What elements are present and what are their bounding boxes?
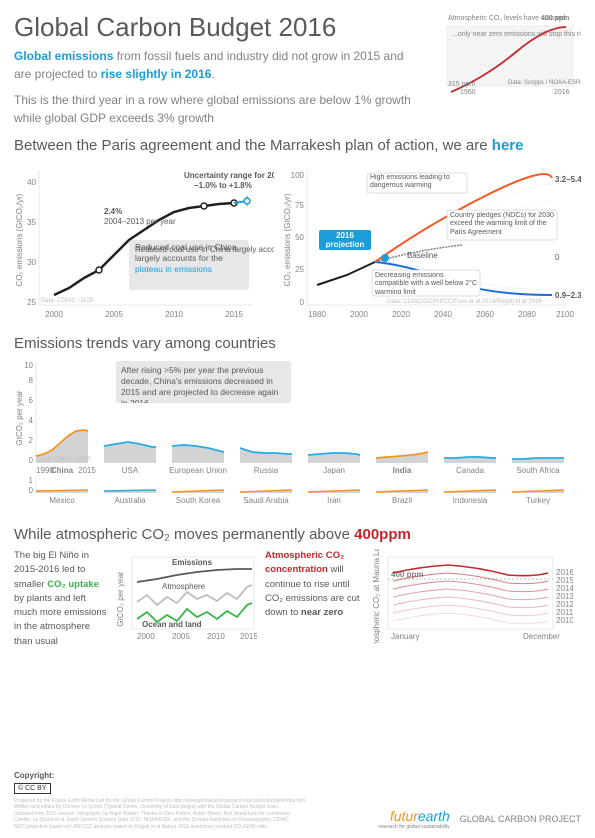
- svg-text:Ocean and land: Ocean and land: [142, 620, 202, 629]
- svg-text:3.2–5.4°C: 3.2–5.4°C: [555, 175, 581, 184]
- svg-text:2015: 2015: [240, 632, 257, 641]
- svg-text:2015: 2015: [225, 310, 243, 319]
- svg-text:2100: 2100: [556, 310, 574, 319]
- svg-text:Brazil: Brazil: [392, 496, 412, 505]
- svg-text:Indonesia: Indonesia: [453, 496, 488, 505]
- svg-text:2080: 2080: [518, 310, 536, 319]
- svg-text:1990: 1990: [36, 466, 54, 475]
- svg-text:2: 2: [29, 436, 34, 445]
- svg-text:2060: 2060: [476, 310, 494, 319]
- svg-text:Canada: Canada: [456, 466, 485, 475]
- svg-text:2010: 2010: [556, 616, 573, 625]
- svg-text:2005: 2005: [105, 310, 123, 319]
- svg-text:Atmospheric CO₂ at Mauna Loa: Atmospheric CO₂ at Mauna Loa: [373, 549, 381, 644]
- svg-text:USA: USA: [122, 466, 139, 475]
- svg-text:Saudi Arabia: Saudi Arabia: [243, 496, 289, 505]
- svg-text:Data: CDIAC/GCP/IPCC/Fuss et a: Data: CDIAC/GCP/IPCC/Fuss et al 2014/Rog…: [387, 299, 542, 305]
- futureearth-logo: futurearth research for global sustainab…: [378, 808, 449, 830]
- svg-text:2040: 2040: [434, 310, 452, 319]
- svg-text:Turkey: Turkey: [526, 496, 550, 505]
- section3-title: While atmospheric CO₂ moves permanently …: [14, 526, 581, 543]
- chart-keeling: Atmospheric CO₂ at Mauna Loa 400 ppm Jan…: [373, 549, 573, 644]
- subtitle-1: Global emissions from fossil fuels and i…: [14, 47, 414, 83]
- footer: Copyright: © CC BY Produced by the Futur…: [14, 771, 581, 831]
- svg-text:4: 4: [29, 416, 34, 425]
- chart-sinks: GtCO₂ per year Emissions Atmosphere Ocea…: [117, 549, 257, 644]
- svg-text:2000: 2000: [45, 310, 63, 319]
- svg-text:Russia: Russia: [254, 466, 279, 475]
- svg-text:China: China: [51, 466, 74, 475]
- svg-text:2015: 2015: [78, 466, 96, 475]
- mini-co2-chart: Atmospheric CO₂ levels have crossed 400 …: [446, 12, 581, 97]
- svg-text:6: 6: [29, 396, 34, 405]
- svg-text:2010: 2010: [165, 310, 183, 319]
- svg-text:2004–2013 per year: 2004–2013 per year: [104, 217, 176, 226]
- svg-text:...only near zero emissions wi: ...only near zero emissions will stop th…: [452, 31, 581, 38]
- svg-text:1960: 1960: [460, 89, 476, 96]
- svg-text:1980: 1980: [308, 310, 326, 319]
- svg-text:South Africa: South Africa: [516, 466, 560, 475]
- svg-text:Australia: Australia: [114, 496, 146, 505]
- svg-text:0.9–2.3°C: 0.9–2.3°C: [555, 291, 581, 300]
- svg-text:10: 10: [24, 361, 33, 370]
- svg-text:0: 0: [555, 253, 560, 262]
- svg-text:December: December: [523, 632, 560, 641]
- svg-text:Mexico: Mexico: [49, 496, 75, 505]
- svg-text:0: 0: [29, 456, 34, 465]
- svg-text:European Union: European Union: [169, 466, 227, 475]
- nino-text: The big El Niño in 2015-2016 led to smal…: [14, 549, 109, 649]
- svg-text:40: 40: [27, 178, 36, 187]
- svg-text:315 ppm: 315 ppm: [448, 81, 475, 88]
- svg-text:CO₂ emissions (GtCO₂/yr): CO₂ emissions (GtCO₂/yr): [15, 193, 24, 286]
- svg-text:2016: 2016: [554, 89, 570, 96]
- svg-text:Data: CDIAC / GCP: Data: CDIAC / GCP: [41, 298, 94, 304]
- svg-text:0: 0: [29, 486, 34, 495]
- svg-text:8: 8: [29, 376, 34, 385]
- gcp-logo: GLOBAL CARBON PROJECT: [460, 814, 581, 824]
- svg-text:2000: 2000: [137, 632, 155, 641]
- svg-text:Baseline: Baseline: [407, 251, 438, 260]
- svg-text:Data: CDIAC / GCP: Data: CDIAC / GCP: [38, 457, 91, 463]
- chart-scenarios: CO₂ emissions (GtCO₂/yr) 0 25 50 75 100 …: [282, 160, 581, 325]
- svg-text:Uncertainty range for 2015–16: Uncertainty range for 2015–16: [184, 171, 274, 180]
- section1-title: Between the Paris agreement and the Marr…: [14, 137, 581, 154]
- svg-text:2.4%: 2.4%: [104, 207, 122, 216]
- credits: Produced by the Future Earth Media Lab f…: [14, 798, 305, 831]
- svg-text:50: 50: [295, 233, 304, 242]
- svg-text:Data: Scripps / NOAA-ESRL: Data: Scripps / NOAA-ESRL: [508, 80, 581, 86]
- svg-text:2000: 2000: [350, 310, 368, 319]
- cc-icon: ©: [18, 785, 23, 792]
- svg-text:25: 25: [295, 265, 304, 274]
- svg-text:30: 30: [27, 258, 36, 267]
- svg-text:2005: 2005: [172, 632, 190, 641]
- svg-text:Iran: Iran: [327, 496, 341, 505]
- svg-text:0: 0: [299, 298, 304, 307]
- svg-text:100: 100: [290, 171, 304, 180]
- svg-text:400 ppm: 400 ppm: [541, 15, 569, 22]
- svg-text:Atmosphere: Atmosphere: [162, 582, 206, 591]
- svg-text:GtCO₂ per year: GtCO₂ per year: [117, 571, 125, 626]
- section2-title: Emissions trends vary among countries: [14, 335, 581, 352]
- subtitle-2: This is the third year in a row where gl…: [14, 91, 414, 127]
- chart-countries: GtCO₂ per year 0 2 4 6 8 10 ChinaUSAEuro…: [14, 358, 581, 513]
- svg-text:2020: 2020: [392, 310, 410, 319]
- svg-text:35: 35: [27, 218, 36, 227]
- svg-text:Japan: Japan: [323, 466, 345, 475]
- svg-text:India: India: [393, 466, 412, 475]
- svg-text:January: January: [391, 632, 419, 641]
- chart-historical-emissions: CO₂ emissions (GtCO₂/yr) 25 30 35 40 200…: [14, 160, 274, 325]
- svg-text:GtCO₂ per year: GtCO₂ per year: [15, 390, 24, 445]
- svg-text:2010: 2010: [207, 632, 225, 641]
- svg-text:−1.0% to +1.8%: −1.0% to +1.8%: [194, 181, 252, 190]
- svg-text:75: 75: [295, 201, 304, 210]
- svg-text:1: 1: [29, 476, 34, 485]
- svg-text:Emissions: Emissions: [172, 558, 213, 567]
- concentration-text: Atmospheric CO₂ concentration will conti…: [265, 549, 365, 620]
- svg-text:CO₂ emissions (GtCO₂/yr): CO₂ emissions (GtCO₂/yr): [283, 193, 292, 286]
- svg-text:South Korea: South Korea: [176, 496, 221, 505]
- svg-text:25: 25: [27, 298, 36, 307]
